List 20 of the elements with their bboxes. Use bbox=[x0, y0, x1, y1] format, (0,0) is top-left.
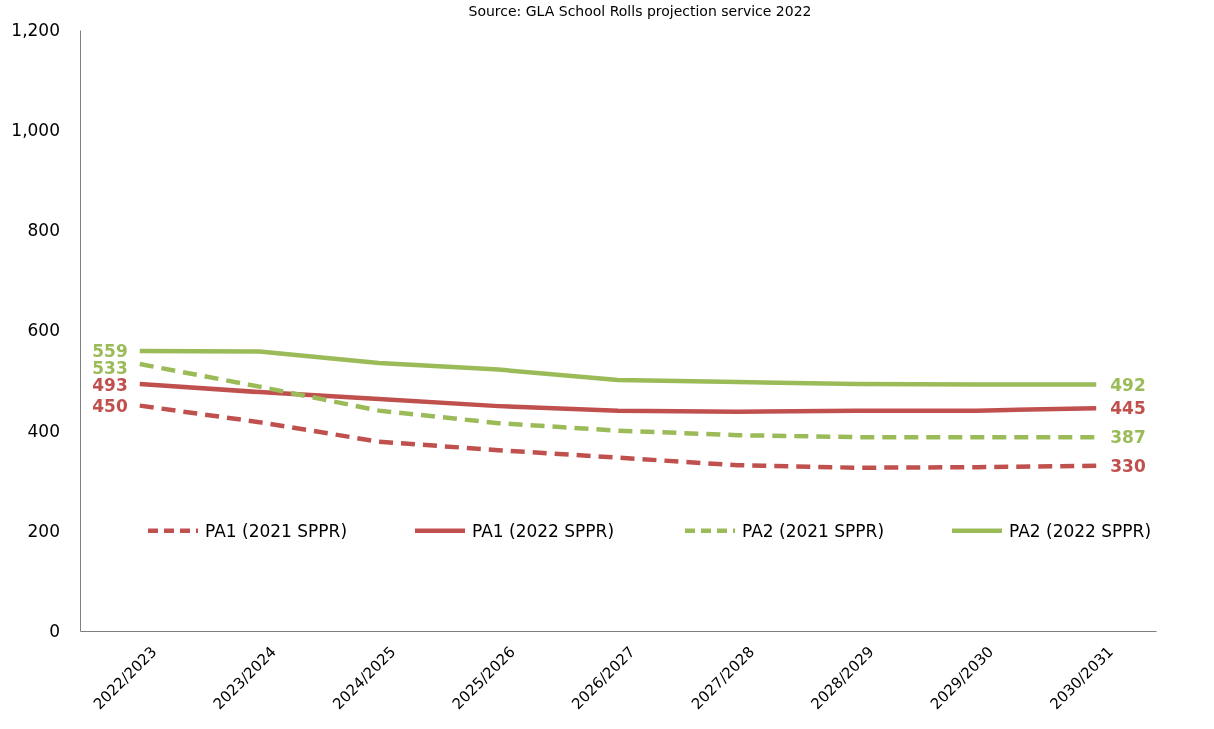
line-series bbox=[137, 348, 1099, 387]
legend-label: PA1 (2021 SPPR) bbox=[205, 520, 348, 541]
y-tick-label: 0 bbox=[49, 620, 60, 641]
y-tick-label: 200 bbox=[27, 520, 60, 541]
data-label: 450 bbox=[92, 395, 128, 416]
source-note: Source: GLA School Rolls projection service 2022 bbox=[468, 3, 812, 19]
legend-label: PA2 (2021 SPPR) bbox=[742, 520, 885, 541]
y-tick-label: 1,000 bbox=[11, 120, 60, 141]
y-tick-label: 600 bbox=[27, 320, 60, 341]
data-label: 330 bbox=[1110, 455, 1146, 476]
legend-label: PA2 (2022 SPPR) bbox=[1009, 520, 1152, 541]
legend-label: PA1 (2022 SPPR) bbox=[472, 520, 615, 541]
line-series bbox=[137, 381, 1099, 414]
y-tick-label: 1,200 bbox=[11, 19, 60, 40]
y-tick-label: 400 bbox=[27, 420, 60, 441]
data-label: 492 bbox=[1110, 374, 1146, 395]
data-label: 387 bbox=[1110, 427, 1146, 448]
data-label: 445 bbox=[1110, 398, 1146, 419]
line-series bbox=[137, 403, 1099, 470]
y-tick-label: 800 bbox=[27, 220, 60, 241]
